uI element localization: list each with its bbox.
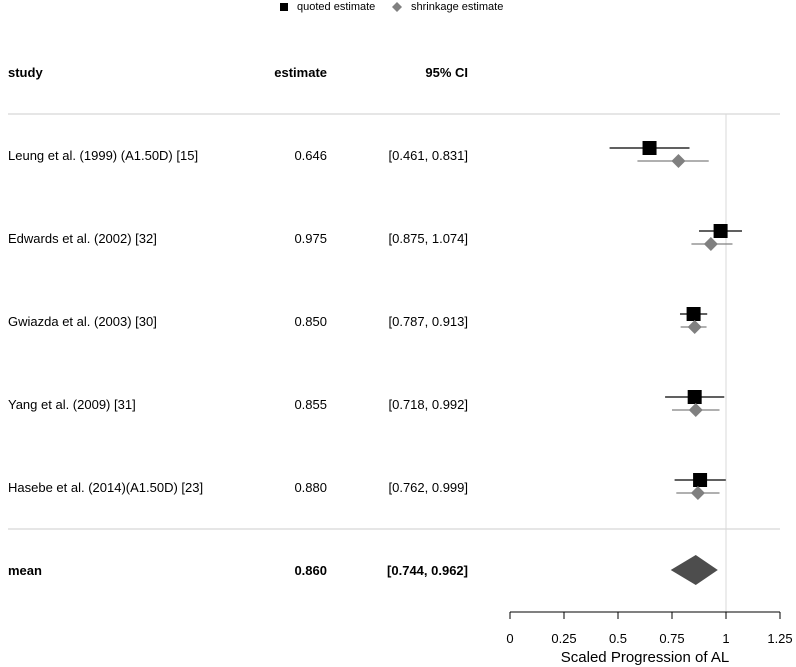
- shrinkage-estimate-point: [671, 154, 686, 168]
- study-estimate: 0.975: [294, 231, 327, 246]
- study-estimate: 0.855: [294, 397, 327, 412]
- study-estimate: 0.880: [294, 480, 327, 495]
- header-ci: 95% CI: [425, 65, 468, 80]
- summary-diamond: [670, 555, 718, 585]
- study-label: Edwards et al. (2002) [32]: [8, 231, 157, 246]
- study-ci: [0.718, 0.992]: [388, 397, 468, 412]
- quoted-estimate-point: [642, 141, 657, 155]
- x-tick-label: 1: [722, 631, 729, 646]
- study-label: Leung et al. (1999) (A1.50D) [15]: [8, 148, 199, 163]
- x-tick-label: 0.5: [609, 631, 627, 646]
- legend-shrinkage-marker: [392, 2, 402, 12]
- study-label: Yang et al. (2009) [31]: [8, 397, 136, 412]
- x-tick-label: 1.25: [767, 631, 792, 646]
- summary-ci: [0.744, 0.962]: [387, 563, 468, 578]
- summary-label: mean: [8, 563, 42, 578]
- study-ci: [0.461, 0.831]: [388, 148, 468, 163]
- legend-quoted-marker: [280, 3, 288, 11]
- shrinkage-estimate-point: [690, 486, 705, 500]
- quoted-estimate-point: [686, 307, 701, 321]
- study-ci: [0.787, 0.913]: [388, 314, 468, 329]
- shrinkage-estimate-point: [688, 403, 703, 417]
- study-estimate: 0.850: [294, 314, 327, 329]
- shrinkage-estimate-point: [703, 237, 718, 251]
- study-label: Hasebe et al. (2014)(A1.50D) [23]: [8, 480, 204, 495]
- study-estimate: 0.646: [294, 148, 327, 163]
- x-tick-label: 0.25: [551, 631, 576, 646]
- quoted-estimate-point: [687, 390, 702, 404]
- study-ci: [0.762, 0.999]: [388, 480, 468, 495]
- x-axis-label: Scaled Progression of AL: [561, 649, 729, 666]
- legend-quoted-label: quoted estimate: [297, 1, 376, 13]
- summary-estimate: 0.860: [294, 563, 327, 578]
- x-tick-label: 0: [506, 631, 513, 646]
- header-estimate: estimate: [274, 65, 327, 80]
- study-label: Gwiazda et al. (2003) [30]: [8, 314, 157, 329]
- shrinkage-estimate-point: [687, 320, 702, 334]
- quoted-estimate-point: [713, 224, 728, 238]
- legend-shrinkage-label: shrinkage estimate: [411, 1, 504, 13]
- quoted-estimate-point: [693, 473, 708, 487]
- study-ci: [0.875, 1.074]: [388, 231, 468, 246]
- x-tick-label: 0.75: [659, 631, 684, 646]
- header-study: study: [8, 65, 43, 80]
